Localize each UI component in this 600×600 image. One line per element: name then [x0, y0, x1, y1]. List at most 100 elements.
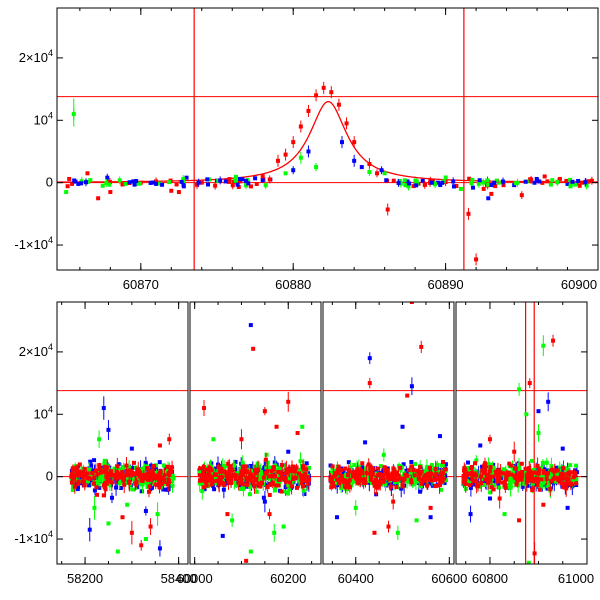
red-data-point — [264, 471, 269, 476]
blue-data-point — [520, 484, 525, 489]
blue-data-point — [302, 491, 307, 496]
green-data-point — [443, 175, 448, 180]
red-data-point — [240, 482, 245, 487]
blue-data-point — [346, 460, 351, 465]
red-data-point — [201, 485, 206, 490]
red-data-point — [564, 486, 569, 491]
red-data-point — [174, 182, 179, 187]
red-data-point — [360, 461, 365, 466]
blue-data-point — [379, 168, 384, 173]
red-data-point — [284, 467, 289, 472]
blue-data-point — [525, 483, 530, 488]
green-data-point — [439, 463, 444, 468]
red-data-point — [108, 190, 113, 195]
red-data-point — [170, 465, 175, 470]
green-data-point — [92, 505, 97, 510]
green-data-point — [554, 473, 559, 478]
red-data-point — [258, 483, 263, 488]
red-data-point — [482, 461, 487, 466]
red-data-point — [524, 480, 529, 485]
green-data-point — [548, 182, 553, 187]
blue-data-point — [184, 175, 189, 180]
red-data-point — [90, 471, 95, 476]
red-data-point — [532, 551, 537, 556]
green-data-point — [548, 473, 553, 478]
panel-frame — [189, 301, 322, 565]
green-data-point — [143, 537, 148, 542]
red-data-point — [150, 473, 155, 478]
blue-data-point — [583, 180, 588, 185]
panel-0: 58200 58400 — [56, 301, 197, 586]
red-data-point — [331, 474, 336, 479]
red-data-point — [368, 464, 373, 469]
red-data-point — [391, 178, 396, 183]
green-data-point — [121, 465, 126, 470]
red-data-point — [486, 480, 491, 485]
red-data-point — [71, 476, 76, 481]
green-data-point — [553, 479, 558, 484]
red-data-point — [405, 473, 410, 478]
red-data-point — [108, 469, 113, 474]
red-data-point — [240, 472, 245, 477]
blue-data-point — [396, 180, 401, 185]
red-data-point — [307, 477, 312, 482]
blue-data-point — [260, 178, 265, 183]
red-data-point — [204, 479, 209, 484]
red-data-point — [480, 468, 485, 473]
red-data-point — [506, 470, 511, 475]
red-data-point — [267, 474, 272, 479]
red-data-point — [304, 467, 309, 472]
blue-data-point — [90, 468, 95, 473]
red-data-point — [343, 485, 348, 490]
red-data-point — [238, 476, 243, 481]
green-data-point — [330, 470, 335, 475]
red-data-point — [140, 478, 145, 483]
green-data-point — [140, 467, 145, 472]
red-data-point — [244, 558, 249, 563]
red-data-point — [226, 461, 231, 466]
green-data-point — [296, 478, 301, 483]
red-data-point — [120, 182, 125, 187]
blue-data-point — [438, 183, 443, 188]
red-data-point — [283, 479, 288, 484]
green-data-point — [383, 473, 388, 478]
red-data-point — [372, 483, 377, 488]
blue-data-point — [451, 184, 456, 189]
green-data-point — [474, 458, 479, 463]
red-data-point — [217, 481, 222, 486]
red-data-point — [493, 184, 498, 189]
red-data-point — [204, 467, 209, 472]
red-data-point — [497, 496, 502, 501]
green-data-point — [530, 458, 535, 463]
green-data-point — [433, 182, 438, 187]
red-data-point — [269, 473, 274, 478]
green-data-point — [298, 155, 303, 160]
green-data-point — [298, 468, 303, 473]
red-data-point — [394, 470, 399, 475]
red-data-point — [276, 469, 281, 474]
red-data-point — [381, 477, 386, 482]
green-data-point — [235, 471, 240, 476]
red-data-point — [245, 469, 250, 474]
blue-data-point — [163, 466, 168, 471]
blue-data-point — [234, 480, 239, 485]
green-data-point — [486, 461, 491, 466]
blue-data-point — [465, 460, 470, 465]
red-data-point — [233, 476, 238, 481]
blue-data-point — [109, 495, 114, 500]
red-data-point — [474, 483, 479, 488]
red-data-point — [154, 473, 159, 478]
red-data-point — [545, 471, 550, 476]
blue-data-point — [435, 180, 440, 185]
red-data-point — [515, 479, 520, 484]
blue-data-point — [363, 440, 368, 445]
red-data-point — [251, 480, 256, 485]
blue-data-point — [205, 177, 210, 182]
green-data-point — [517, 387, 522, 392]
red-data-point — [212, 472, 217, 477]
red-data-point — [559, 473, 564, 478]
green-data-point — [119, 467, 124, 472]
blue-data-point — [409, 459, 414, 464]
red-data-point — [536, 471, 541, 476]
red-data-point — [473, 461, 478, 466]
